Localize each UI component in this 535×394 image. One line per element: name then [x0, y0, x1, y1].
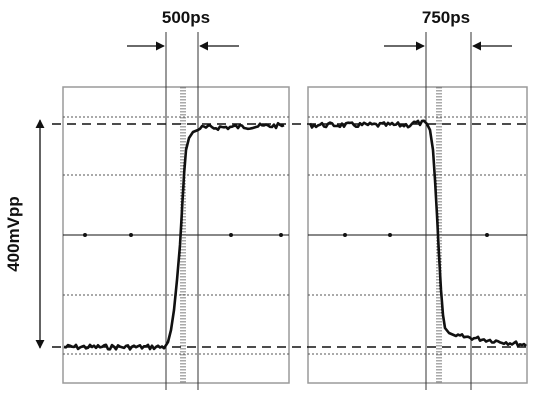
timing-cursors: [165, 32, 472, 390]
fall-time-label: 750ps: [422, 8, 470, 27]
amplitude-label: 400mVpp: [4, 196, 23, 272]
waveforms: [63, 119, 527, 351]
rise-time-label: 500ps: [162, 8, 210, 27]
rising-waveform: [63, 121, 285, 351]
center-axis: [63, 233, 527, 237]
falling-waveform: [308, 119, 527, 348]
